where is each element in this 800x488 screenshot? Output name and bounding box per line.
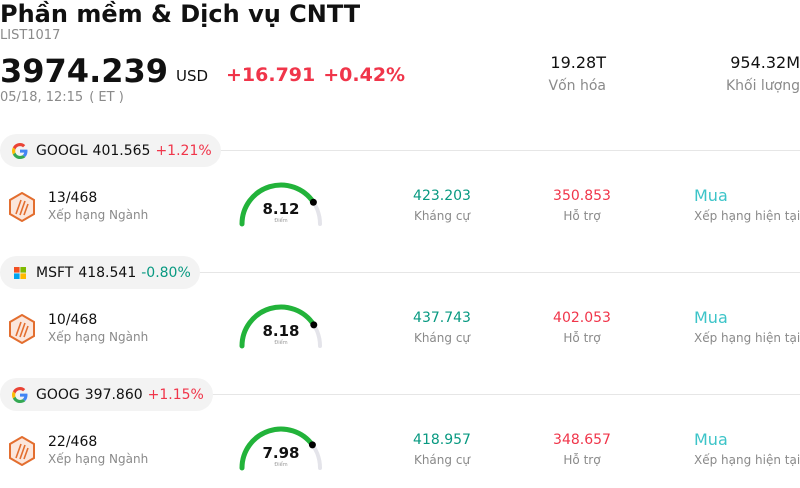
industry-rank: 22/468 [48,434,98,450]
industry-rank-label: Xếp hạng Ngành [48,452,149,466]
current-rating: Mua [694,430,728,449]
support-value: 350.853 [553,188,611,204]
microsoft-icon [12,265,28,281]
support-label: Hỗ trợ [563,331,601,345]
google-icon [12,386,28,403]
industry-rank-label: Xếp hạng Ngành [48,330,149,344]
score-gauge [239,426,322,471]
support-label: Hỗ trợ [563,453,601,467]
volume-value: 954.32M [730,53,800,72]
score-value: 8.18 [262,322,300,340]
timestamp: 05/18, 12:15 ( ET ) [0,90,124,105]
score-gauge [239,304,322,349]
rank-badge-icon [9,192,35,222]
stock-pill[interactable]: MSFT 418.541 -0.80% [0,256,200,289]
ticker: GOOGL [36,142,88,159]
stock-section: GOOG 397.860 +1.15% 22/468 Xếp hạng Ngàn… [0,378,800,488]
stock-section: GOOGL 401.565 +1.21% 13/468 Xếp hạng Ngà… [0,134,800,256]
resistance-label: Kháng cự [413,209,471,223]
resistance-label: Kháng cự [413,453,471,467]
price-change: +16.791 +0.42% [226,64,405,86]
score-label: Điểm [274,462,288,468]
stock-section: MSFT 418.541 -0.80% 10/468 Xếp hạng Ngàn… [0,256,800,378]
current-rating-label: Xếp hạng hiện tại [694,453,800,467]
score-value: 7.98 [262,444,300,462]
support-value: 402.053 [553,310,611,326]
section-divider [0,394,800,395]
section-divider [0,272,800,273]
industry-rank: 10/468 [48,312,98,328]
market-cap-value: 19.28T [550,53,606,72]
ticker: GOOG [36,386,80,403]
resistance-label: Kháng cự [413,331,471,345]
stock-change: +1.15% [147,386,204,403]
resistance-value: 437.743 [413,310,471,326]
stock-change: -0.80% [141,264,191,281]
stock-price: 401.565 [92,142,151,159]
timezone: ( ET ) [89,90,124,105]
change-value: +16.791 [226,64,316,86]
index-price: 3974.239 [0,52,169,90]
stock-pill[interactable]: GOOG 397.860 +1.15% [0,378,213,411]
resistance-value: 418.957 [413,432,471,448]
score-label: Điểm [274,218,288,224]
stock-price: 418.541 [78,264,137,281]
support-value: 348.657 [553,432,611,448]
score-value: 8.12 [262,200,300,218]
change-percent: +0.42% [323,64,406,86]
current-rating-label: Xếp hạng hiện tại [694,209,800,223]
current-rating: Mua [694,308,728,327]
ticker: MSFT [36,264,74,281]
volume-label: Khối lượng [725,78,800,94]
rank-badge-icon [9,314,35,344]
stock-change: +1.21% [155,142,212,159]
current-rating: Mua [694,186,728,205]
current-rating-label: Xếp hạng hiện tại [694,331,800,345]
industry-rank-label: Xếp hạng Ngành [48,208,149,222]
currency-label: USD [176,67,209,85]
rank-badge-icon [9,436,35,466]
page-title: Phần mềm & Dịch vụ CNTT [0,0,361,28]
score-label: Điểm [274,340,288,346]
market-cap-label: Vốn hóa [548,78,606,94]
score-gauge [239,182,322,227]
resistance-value: 423.203 [413,188,471,204]
index-code: LIST1017 [0,28,61,43]
support-label: Hỗ trợ [563,209,601,223]
industry-rank: 13/468 [48,190,98,206]
google-icon [12,142,28,159]
stock-pill[interactable]: GOOGL 401.565 +1.21% [0,134,221,167]
time-value: 05/18, 12:15 [0,90,84,105]
section-divider [0,150,800,151]
stock-price: 397.860 [84,386,143,403]
